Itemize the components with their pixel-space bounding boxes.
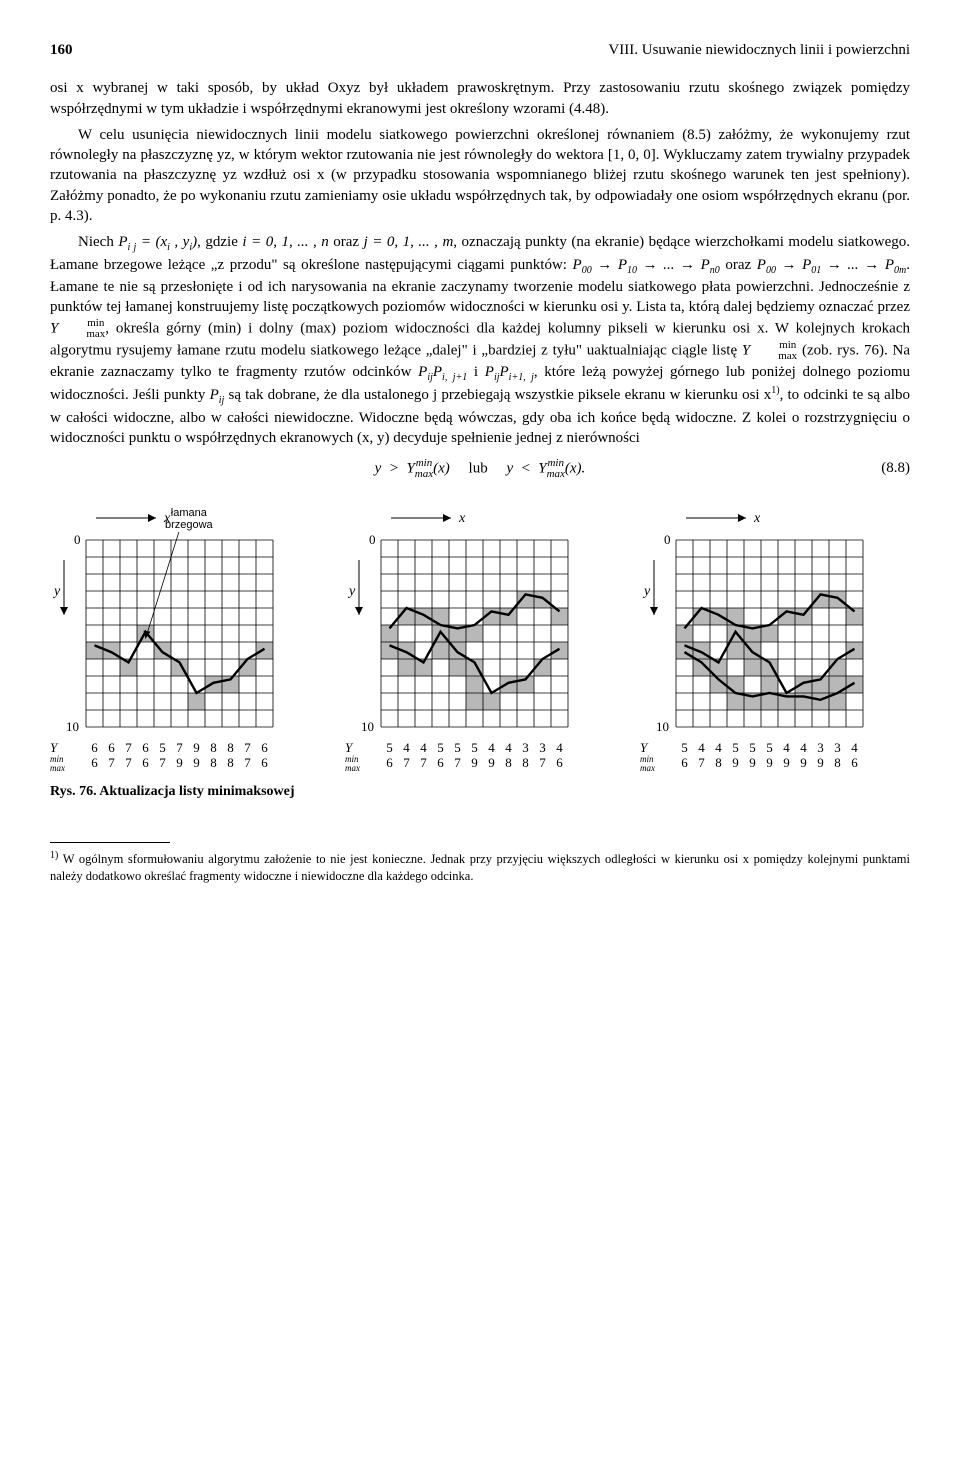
svg-text:brzegowa: brzegowa: [165, 519, 214, 531]
svg-text:x: x: [458, 511, 466, 526]
svg-text:0: 0: [664, 532, 671, 547]
para-1: osi x wybranej w taki sposób, by układ O…: [50, 78, 910, 119]
svg-text:10: 10: [66, 719, 79, 734]
footnote-rule: [50, 842, 170, 843]
svg-text:x: x: [753, 511, 761, 526]
chart-panel-2: xy010 Y minmax 5445554433467767998876: [345, 504, 615, 773]
figure-76: xy010łamanabrzegowa Y minmax 66765798876…: [50, 504, 910, 773]
running-header: 160 VIII. Usuwanie niewidocznych linii i…: [50, 40, 910, 60]
svg-text:y: y: [52, 584, 61, 599]
footnote-1: 1) W ogólnym sformułowaniu algorytmu zał…: [50, 849, 910, 885]
chart-panel-3: xy010 Y minmax 5445554433467899999986: [640, 504, 910, 773]
para-2: W celu usunięcia niewidocznych linii mod…: [50, 125, 910, 226]
page-number: 160: [50, 40, 73, 60]
figure-caption: Rys. 76. Aktualizacja listy minimaksowej: [50, 783, 910, 802]
svg-text:y: y: [347, 584, 356, 599]
equation-8-8: y > Yminmax(x) lub y < Yminmax(x). (8.8): [50, 458, 910, 480]
svg-text:10: 10: [656, 719, 669, 734]
chart-panel-1: xy010łamanabrzegowa Y minmax 66765798876…: [50, 504, 320, 773]
svg-text:łamana: łamana: [171, 507, 208, 519]
running-head-text: VIII. Usuwanie niewidocznych linii i pow…: [608, 40, 910, 60]
svg-text:y: y: [642, 584, 651, 599]
svg-text:0: 0: [369, 532, 376, 547]
equation-number: (8.8): [881, 458, 910, 478]
svg-text:10: 10: [361, 719, 374, 734]
para-3: Niech Pi j = (xi , yi), gdzie i = 0, 1, …: [50, 232, 910, 448]
svg-text:0: 0: [74, 532, 81, 547]
